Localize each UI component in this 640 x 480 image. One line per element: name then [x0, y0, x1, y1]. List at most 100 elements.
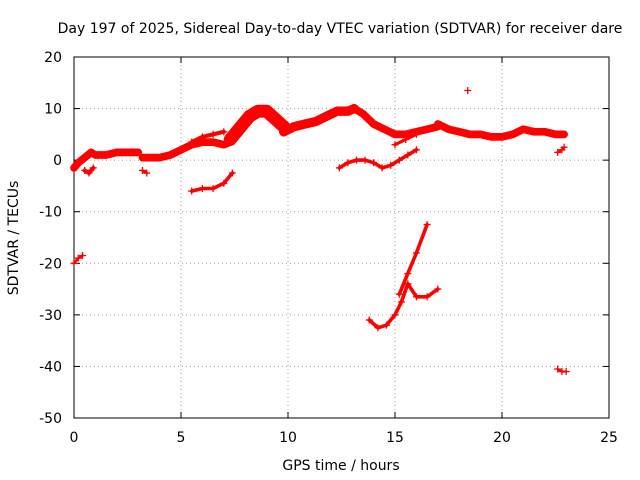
y-tick-label: -50 [39, 411, 62, 427]
data-point-marker [412, 130, 420, 138]
x-tick-label: 25 [600, 430, 618, 446]
y-axis-label: SDTVAR / TECUs [6, 181, 22, 296]
data-point-marker [466, 130, 474, 138]
data-point-marker [365, 316, 373, 324]
data-point-marker [404, 151, 412, 159]
series-band [397, 222, 429, 297]
data-point-marker [434, 285, 442, 293]
data-point-marker [312, 117, 320, 125]
data-point-marker [81, 166, 89, 174]
data-point-marker [423, 293, 431, 301]
data-point-marker [271, 115, 279, 123]
y-tick-label: -40 [39, 359, 62, 375]
data-point-marker [380, 125, 388, 133]
data-point-marker [220, 179, 228, 187]
data-point-marker [378, 164, 386, 172]
data-point-marker [412, 146, 420, 154]
data-point-marker [464, 87, 472, 95]
data-point-marker [290, 123, 298, 131]
series-track-upper-mid [188, 128, 228, 146]
data-point-marker [445, 125, 452, 133]
series-track-main-early [70, 148, 143, 172]
data-point-marker [370, 159, 378, 167]
y-tick-label: 20 [44, 50, 62, 66]
data-point-marker [87, 148, 95, 156]
data-point-marker [552, 130, 559, 138]
data-point-marker [344, 107, 352, 115]
data-point-marker [509, 130, 517, 138]
data-point-marker [237, 123, 245, 131]
series-track-rise [395, 221, 431, 298]
data-point-marker [404, 270, 412, 278]
data-point-marker [91, 151, 99, 159]
data-point-marker [85, 169, 93, 177]
data-point-marker [395, 290, 403, 298]
data-point-marker [134, 148, 142, 156]
data-point-marker [143, 169, 151, 177]
data-point-marker [124, 148, 131, 156]
chart-title: Day 197 of 2025, Sidereal Day-to-day VTE… [58, 21, 623, 37]
y-tick-label: 10 [44, 102, 62, 118]
data-point-marker [554, 365, 562, 373]
data-point-marker [477, 130, 485, 138]
data-point-marker [554, 148, 562, 156]
plot-frame [73, 56, 610, 419]
data-point-marker [81, 154, 89, 162]
data-point-marker [70, 259, 78, 267]
data-point-marker [156, 154, 164, 162]
data-point-marker [402, 136, 410, 144]
series-track-small-dip [138, 166, 151, 177]
data-point-marker [391, 141, 399, 149]
data-point-marker [361, 156, 369, 164]
data-point-marker [423, 221, 431, 229]
series-band [138, 138, 235, 162]
series-band [337, 148, 419, 170]
data-point-marker [391, 130, 399, 138]
series-track-peak [223, 104, 291, 146]
data-point-marker [560, 143, 568, 151]
data-point-marker [487, 133, 495, 141]
data-point-marker [226, 136, 234, 144]
series-track-dip-early [81, 164, 97, 177]
data-point-marker [423, 125, 431, 133]
x-tick-label: 15 [386, 430, 404, 446]
data-series [70, 87, 570, 376]
data-point-marker [412, 293, 420, 301]
data-point-marker [220, 128, 228, 136]
x-axis-label: GPS time / hours [282, 458, 399, 474]
data-point-marker [387, 161, 395, 169]
data-point-marker [74, 159, 82, 167]
data-point-marker [560, 130, 568, 138]
series-track-late-deep [554, 365, 570, 376]
data-point-marker [333, 107, 341, 115]
series-track-hook [404, 280, 442, 301]
data-point-marker [498, 133, 506, 141]
series-track-late-isolated [554, 143, 568, 156]
series-band [367, 282, 410, 330]
data-point-marker [541, 128, 549, 136]
data-point-marker [89, 164, 97, 172]
data-point-marker [335, 164, 343, 172]
data-point-marker [198, 133, 206, 141]
data-point-marker [519, 125, 527, 133]
data-point-marker [209, 138, 217, 146]
data-point-marker [228, 169, 236, 177]
data-point-marker [350, 105, 358, 113]
data-point-marker [113, 148, 121, 156]
x-tick-label: 20 [493, 430, 511, 446]
data-point-marker [188, 138, 196, 146]
y-tick-label: -10 [39, 205, 62, 221]
data-point-marker [79, 252, 87, 260]
data-point-marker [166, 151, 174, 159]
y-tick-label: -30 [39, 308, 62, 324]
data-point-marker [74, 254, 82, 262]
data-point-marker [245, 112, 253, 120]
data-point-marker [198, 185, 206, 193]
data-point-marker [404, 280, 412, 288]
data-point-marker [254, 107, 262, 115]
series-track-late [433, 120, 568, 141]
data-point-marker [280, 128, 288, 136]
data-point-marker [344, 159, 352, 167]
data-point-marker [301, 120, 309, 128]
